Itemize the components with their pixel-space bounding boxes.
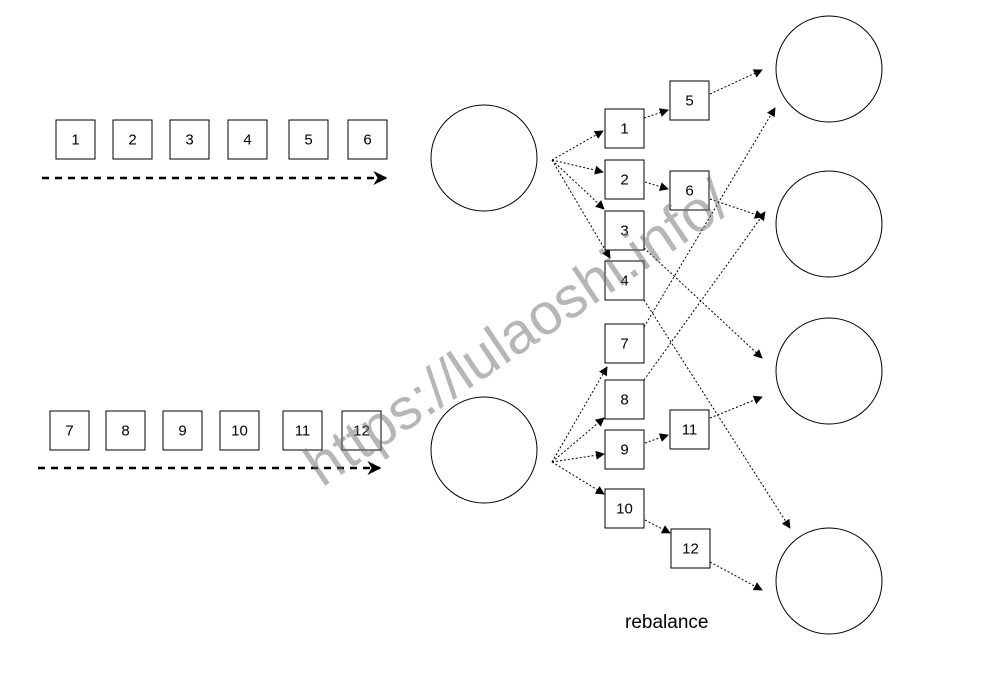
partition-box: 12 bbox=[670, 528, 711, 569]
stream-record: 3 bbox=[169, 119, 210, 160]
source-node-bottom bbox=[430, 396, 538, 504]
rebalance-edge bbox=[643, 299, 791, 529]
svg-text:9: 9 bbox=[620, 442, 628, 459]
partition-box: 10 bbox=[604, 488, 645, 529]
svg-text:4: 4 bbox=[620, 273, 628, 290]
stream-record: 10 bbox=[219, 410, 260, 451]
stream-record: 7 bbox=[49, 410, 90, 451]
partition-box: 11 bbox=[669, 409, 710, 450]
svg-text:8: 8 bbox=[620, 392, 628, 409]
partition-box: 9 bbox=[604, 429, 645, 470]
rebalance-edge bbox=[643, 108, 669, 119]
partition-box: 5 bbox=[669, 80, 710, 121]
svg-text:7: 7 bbox=[620, 336, 628, 353]
fanout-edge bbox=[551, 159, 605, 210]
fanout-edge bbox=[551, 159, 604, 175]
stream-record: 4 bbox=[227, 119, 268, 160]
target-node-4 bbox=[775, 527, 883, 635]
svg-text:6: 6 bbox=[685, 183, 693, 200]
rebalance-edge bbox=[643, 247, 763, 359]
rebalance-caption: rebalance bbox=[625, 612, 708, 633]
svg-text:5: 5 bbox=[304, 132, 312, 149]
svg-text:10: 10 bbox=[616, 501, 633, 518]
svg-text:12: 12 bbox=[353, 423, 370, 440]
stream-record: 11 bbox=[282, 410, 323, 451]
svg-text:8: 8 bbox=[121, 423, 129, 440]
rebalance-edge bbox=[644, 519, 671, 534]
partition-box: 3 bbox=[604, 210, 645, 251]
partition-box: 6 bbox=[669, 170, 710, 211]
stream-record: 2 bbox=[112, 119, 153, 160]
rebalance-edge bbox=[644, 433, 669, 444]
svg-text:12: 12 bbox=[682, 541, 699, 558]
fanout-edge bbox=[551, 366, 608, 463]
partition-box: 1 bbox=[604, 108, 645, 149]
partition-box: 2 bbox=[604, 159, 645, 200]
svg-text:1: 1 bbox=[71, 132, 79, 149]
target-node-2 bbox=[775, 170, 883, 278]
svg-text:3: 3 bbox=[185, 132, 193, 149]
svg-text:5: 5 bbox=[685, 93, 693, 110]
stream-record: 12 bbox=[341, 410, 382, 451]
fanout-edge bbox=[551, 130, 604, 161]
rebalance-edge bbox=[709, 395, 763, 419]
stream-record: 8 bbox=[105, 410, 146, 451]
svg-text:10: 10 bbox=[231, 423, 248, 440]
svg-text:2: 2 bbox=[620, 172, 628, 189]
stream-record: 1 bbox=[55, 119, 96, 160]
partition-box: 4 bbox=[604, 260, 645, 301]
fanout-edge bbox=[551, 159, 611, 259]
fanout-edge bbox=[551, 461, 605, 495]
stream-record: 9 bbox=[162, 410, 203, 451]
source-node-top bbox=[430, 104, 538, 212]
stream-record: 5 bbox=[288, 119, 329, 160]
svg-text:3: 3 bbox=[620, 223, 628, 240]
svg-text:2: 2 bbox=[128, 132, 136, 149]
rebalance-edge bbox=[709, 561, 763, 591]
svg-text:11: 11 bbox=[295, 423, 311, 440]
rebalance-edge bbox=[643, 107, 776, 328]
rebalance-edge bbox=[643, 211, 766, 381]
rebalance-edge bbox=[644, 181, 669, 191]
svg-text:1: 1 bbox=[620, 121, 628, 138]
svg-text:4: 4 bbox=[243, 132, 251, 149]
fanout-edge bbox=[551, 450, 605, 463]
rebalance-edge bbox=[709, 69, 763, 95]
target-node-1 bbox=[775, 15, 883, 123]
svg-text:11: 11 bbox=[682, 422, 698, 439]
svg-text:9: 9 bbox=[178, 423, 186, 440]
target-node-3 bbox=[775, 317, 883, 425]
fanout-edge bbox=[551, 417, 605, 463]
svg-text:7: 7 bbox=[65, 423, 73, 440]
partition-box: 7 bbox=[604, 323, 645, 364]
stream-record: 6 bbox=[347, 119, 388, 160]
svg-text:6: 6 bbox=[363, 132, 371, 149]
partition-box: 8 bbox=[604, 379, 645, 420]
